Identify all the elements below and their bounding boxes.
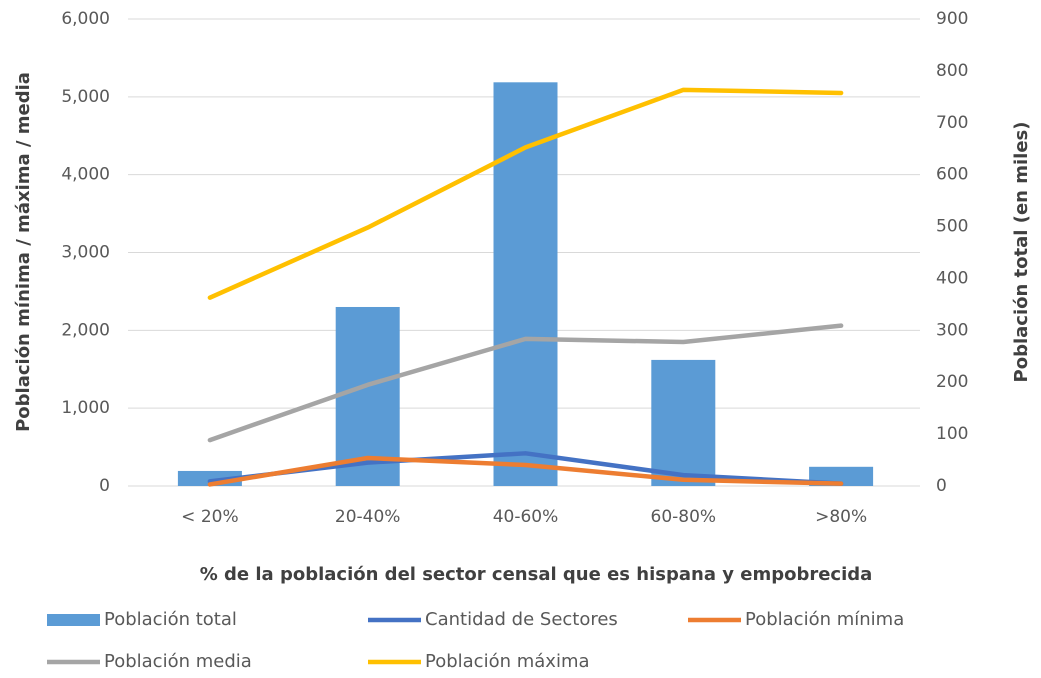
y-tick-label: 1,000 <box>61 398 110 418</box>
y2-tick-label: 500 <box>936 217 968 237</box>
y2-axis-title: Población total (en miles) <box>1011 122 1032 383</box>
y2-tick-label: 100 <box>936 424 968 444</box>
y-tick-label: 3,000 <box>61 243 110 263</box>
y-tick-label: 5,000 <box>61 87 110 107</box>
x-tick-label: >80% <box>815 507 867 527</box>
legend-label: Población media <box>104 651 252 672</box>
y2-tick-label: 900 <box>936 9 968 29</box>
x-tick-label: < 20% <box>181 507 238 527</box>
legend-label: Cantidad de Sectores <box>425 609 618 630</box>
y2-tick-label: 600 <box>936 165 968 185</box>
legend-label: Población total <box>104 609 237 630</box>
line-series <box>207 323 844 443</box>
y-axis-title: Población mínima / máxima / media <box>13 72 34 432</box>
y2-tick-label: 700 <box>936 113 968 133</box>
y-tick-label: 6,000 <box>61 9 110 29</box>
x-tick-label: 20-40% <box>335 507 401 527</box>
x-axis-title: % de la población del sector censal que … <box>200 564 873 585</box>
y2-tick-label: 0 <box>936 476 947 496</box>
y-tick-label: 0 <box>99 476 110 496</box>
legend-label: Población máxima <box>425 651 590 672</box>
x-tick-label: 40-60% <box>493 507 559 527</box>
y-tick-label: 4,000 <box>61 165 110 185</box>
legend-label: Población mínima <box>745 609 904 630</box>
legend-swatch <box>47 614 100 626</box>
bar <box>493 82 558 486</box>
bar <box>651 359 716 486</box>
y2-tick-label: 800 <box>936 61 968 81</box>
y-tick-label: 2,000 <box>61 320 110 340</box>
line-series <box>207 87 844 300</box>
y2-tick-label: 400 <box>936 268 968 288</box>
y2-tick-label: 300 <box>936 320 968 340</box>
x-tick-label: 60-80% <box>651 507 717 527</box>
y2-tick-label: 200 <box>936 372 968 392</box>
line-series <box>207 455 844 487</box>
